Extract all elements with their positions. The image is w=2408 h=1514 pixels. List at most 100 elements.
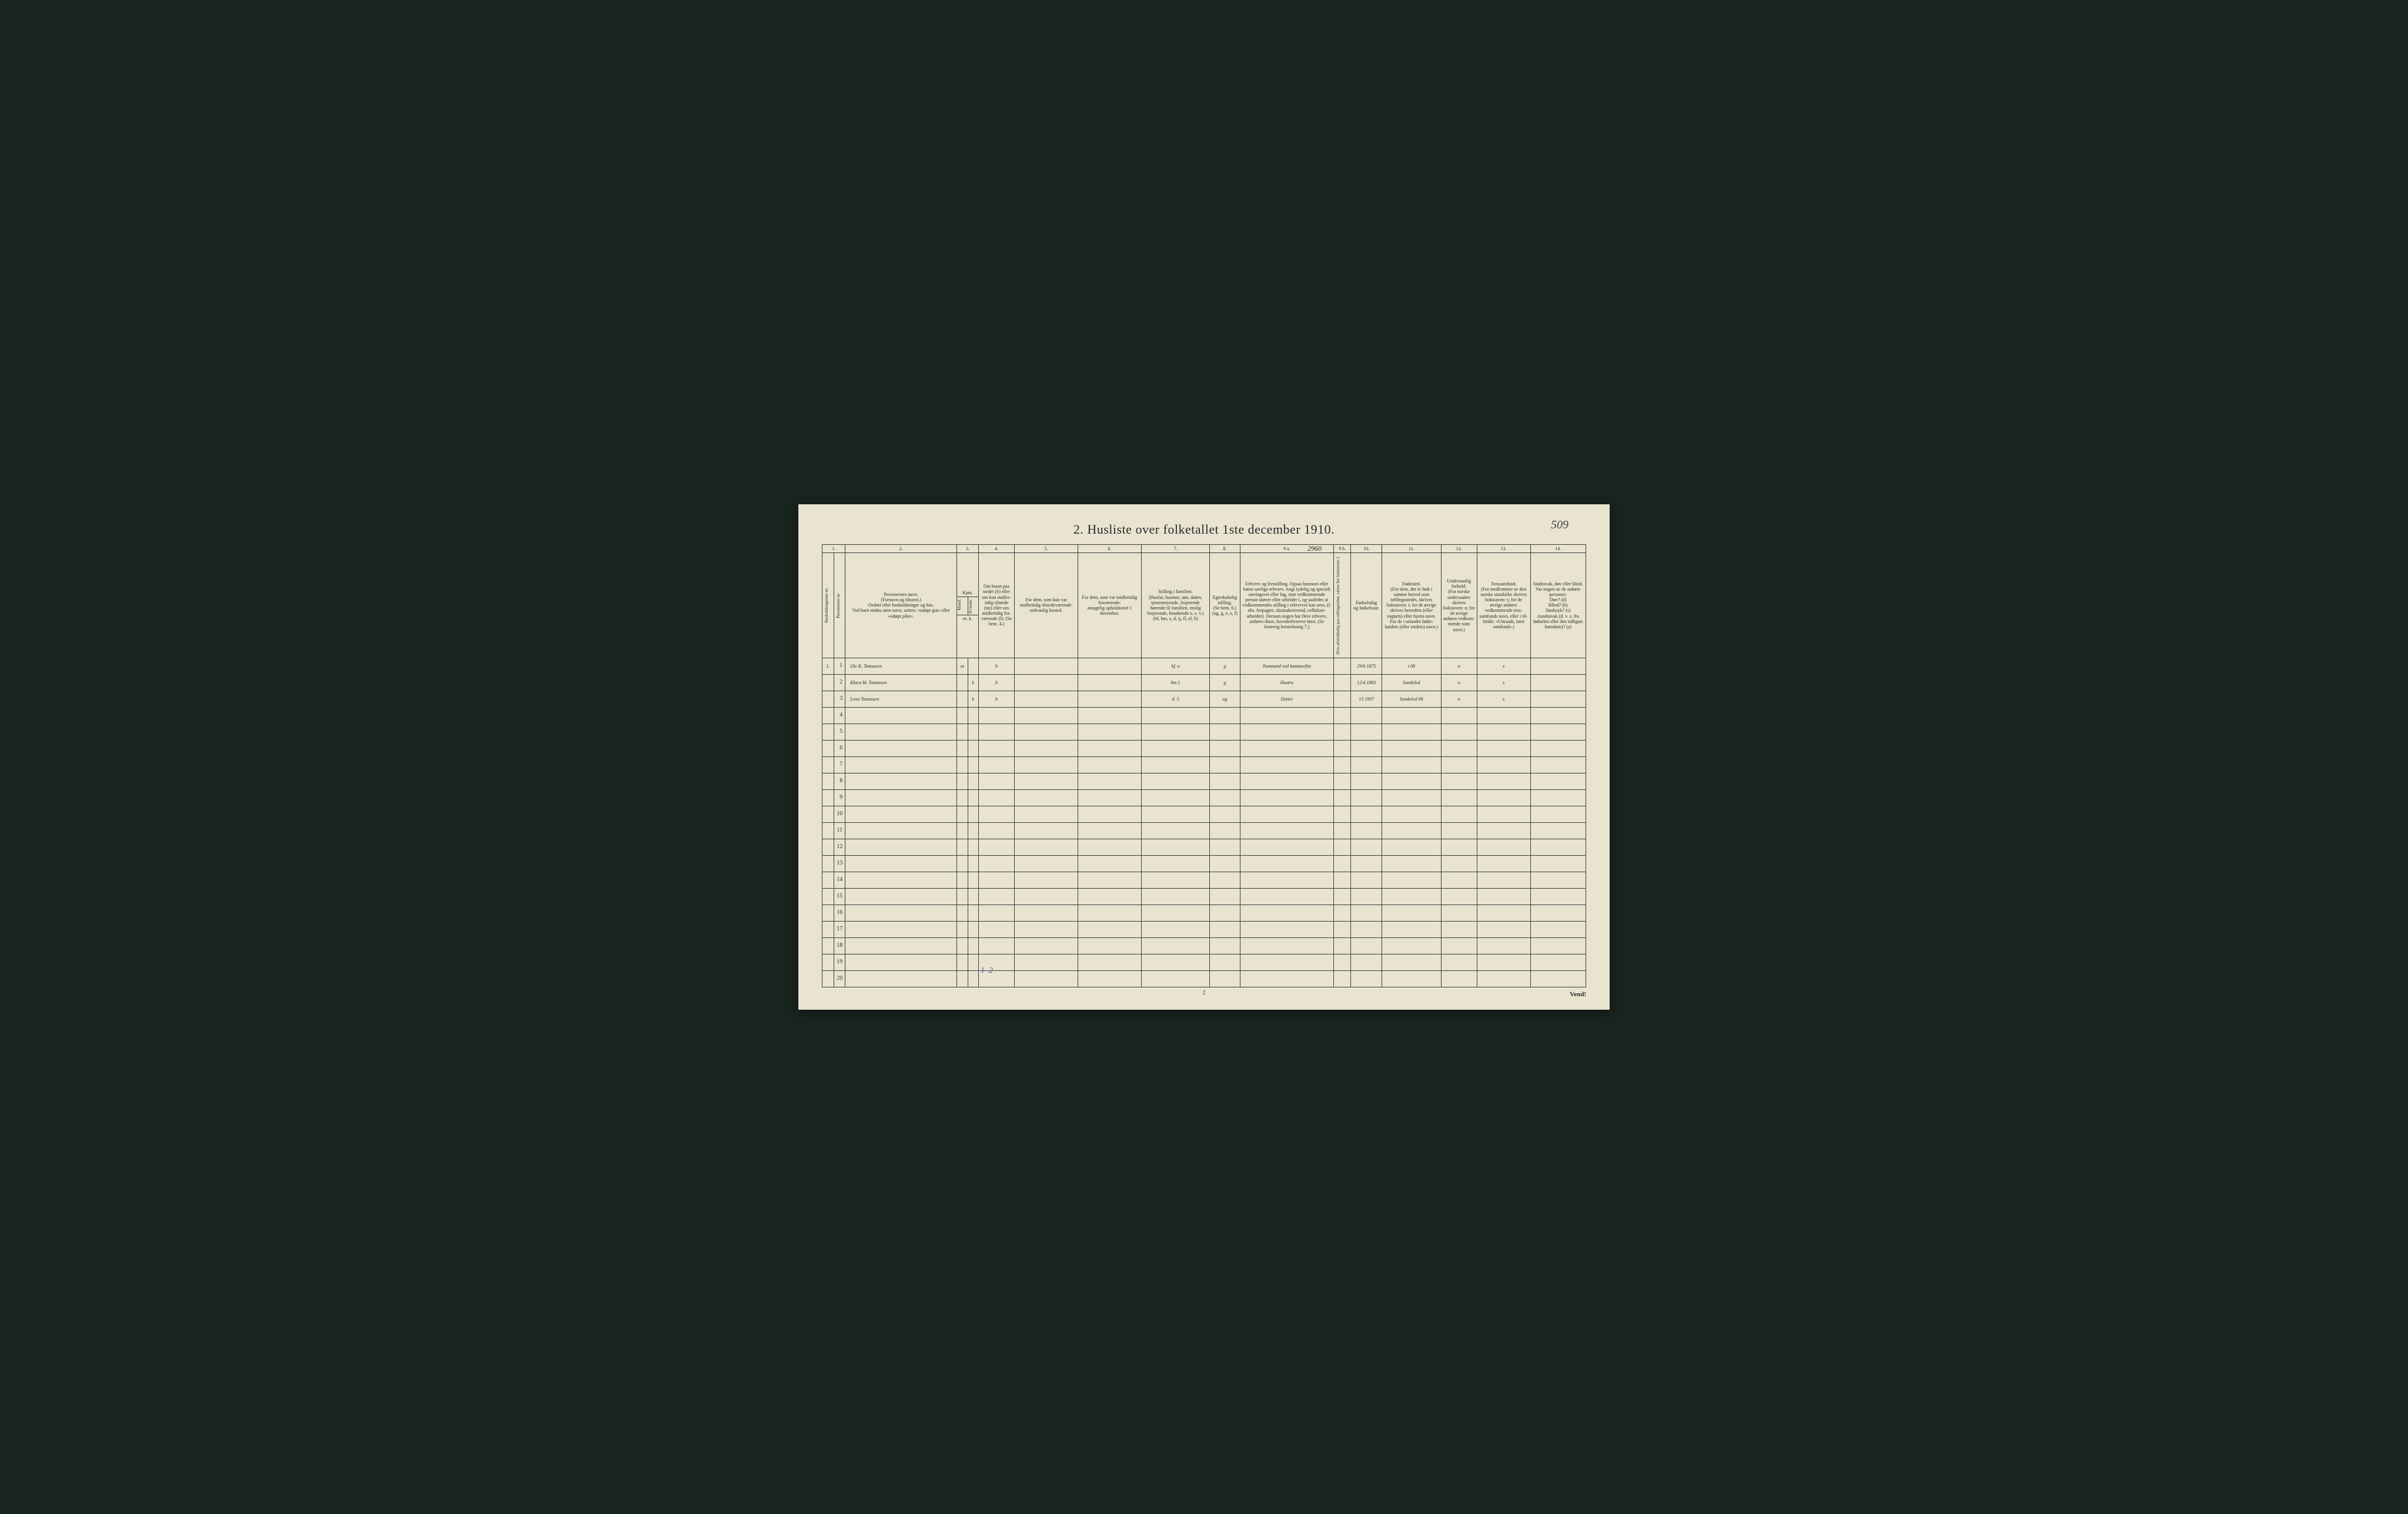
cell-subj xyxy=(1441,905,1477,921)
cell-c6 xyxy=(1078,822,1141,839)
cell-name xyxy=(845,822,957,839)
cell-occ xyxy=(1240,789,1333,806)
cell-marital xyxy=(1210,806,1240,822)
cell-subj xyxy=(1441,855,1477,872)
cell-c14 xyxy=(1530,855,1586,872)
table-row: 14 xyxy=(822,872,1586,888)
cell-fam xyxy=(1141,740,1209,756)
cell-sex_k xyxy=(968,839,978,855)
cell-faith xyxy=(1477,773,1530,789)
cell-c14 xyxy=(1530,723,1586,740)
cell-c5 xyxy=(1015,855,1078,872)
cell-birthplace xyxy=(1382,723,1441,740)
cell-hh xyxy=(822,773,834,789)
cell-birth: 12/4 1883 xyxy=(1351,674,1382,691)
cell-sex_m xyxy=(957,707,968,723)
cell-ledig xyxy=(1334,921,1351,937)
cell-c14 xyxy=(1530,872,1586,888)
table-row: 7 xyxy=(822,756,1586,773)
cell-sex_m xyxy=(957,773,968,789)
cell-fam: hf. o xyxy=(1141,658,1209,674)
cell-name xyxy=(845,806,957,822)
cell-hh xyxy=(822,839,834,855)
cell-c6 xyxy=(1078,740,1141,756)
cell-faith xyxy=(1477,937,1530,954)
cell-occ xyxy=(1240,970,1333,987)
hdr-residence-status: Om bosat paa stedet (b) eller om kun mid… xyxy=(978,553,1014,658)
cell-birthplace xyxy=(1382,756,1441,773)
footer-page-number: 2 xyxy=(822,990,1586,996)
cell-occ xyxy=(1240,773,1333,789)
cell-c14 xyxy=(1530,921,1586,937)
cell-c6 xyxy=(1078,674,1141,691)
cell-c5 xyxy=(1015,789,1078,806)
cell-pn: 8 xyxy=(834,773,845,789)
cell-fam xyxy=(1141,707,1209,723)
cell-c14 xyxy=(1530,789,1586,806)
cell-status xyxy=(978,756,1014,773)
cell-subj xyxy=(1441,740,1477,756)
cell-c5 xyxy=(1015,806,1078,822)
cell-pn: 4 xyxy=(834,707,845,723)
cell-marital xyxy=(1210,855,1240,872)
cell-marital xyxy=(1210,789,1240,806)
cell-faith xyxy=(1477,954,1530,970)
table-row: 20 xyxy=(822,970,1586,987)
cell-name xyxy=(845,888,957,905)
cell-marital xyxy=(1210,888,1240,905)
cell-pn: 20 xyxy=(834,970,845,987)
colnum-9b: 9 b. xyxy=(1334,545,1351,553)
cell-sex_m xyxy=(957,822,968,839)
cell-c14 xyxy=(1530,806,1586,822)
census-table: 1. 2. 3. 4. 5. 6. 7. 8. 9 a. 9 b. 10. 11… xyxy=(822,544,1586,987)
cell-birth xyxy=(1351,905,1382,921)
cell-fam xyxy=(1141,888,1209,905)
hdr-occupation: Erhverv og livsstilling. Ogsaa husmors e… xyxy=(1240,553,1333,658)
hdr-hh-nr: Husholdningernes nr. xyxy=(822,553,834,658)
cell-birthplace: t 08 xyxy=(1382,658,1441,674)
cell-occ xyxy=(1240,707,1333,723)
cell-c6 xyxy=(1078,954,1141,970)
cell-c14 xyxy=(1530,970,1586,987)
cell-birthplace xyxy=(1382,937,1441,954)
cell-c6 xyxy=(1078,921,1141,937)
cell-marital xyxy=(1210,740,1240,756)
handwritten-page-number: 509 xyxy=(1551,518,1568,532)
cell-hh xyxy=(822,921,834,937)
cell-c5 xyxy=(1015,707,1078,723)
cell-name xyxy=(845,707,957,723)
cell-occ xyxy=(1240,723,1333,740)
cell-fam xyxy=(1141,773,1209,789)
cell-ledig xyxy=(1334,905,1351,921)
cell-hh xyxy=(822,872,834,888)
cell-pn: 10 xyxy=(834,806,845,822)
cell-c14 xyxy=(1530,658,1586,674)
cell-c6 xyxy=(1078,723,1141,740)
cell-hh xyxy=(822,855,834,872)
table-row: 2Klara M. Tomassenkbhm 1gHustru12/4 1883… xyxy=(822,674,1586,691)
cell-name xyxy=(845,723,957,740)
cell-c6 xyxy=(1078,905,1141,921)
cell-hh xyxy=(822,954,834,970)
hdr-faith: Trossamfund. (For medlemmer av den norsk… xyxy=(1477,553,1530,658)
cell-birth xyxy=(1351,822,1382,839)
cell-ledig xyxy=(1334,937,1351,954)
cell-c6 xyxy=(1078,773,1141,789)
cell-sex_k: k xyxy=(968,674,978,691)
cell-ledig xyxy=(1334,806,1351,822)
cell-sex_k xyxy=(968,921,978,937)
cell-hh xyxy=(822,674,834,691)
cell-sex_m xyxy=(957,888,968,905)
cell-marital xyxy=(1210,822,1240,839)
cell-status xyxy=(978,855,1014,872)
cell-c14 xyxy=(1530,756,1586,773)
cell-occ xyxy=(1240,855,1333,872)
cell-c5 xyxy=(1015,674,1078,691)
colnum-3: 3. xyxy=(957,545,979,553)
cell-ledig xyxy=(1334,707,1351,723)
cell-occ xyxy=(1240,872,1333,888)
cell-c5 xyxy=(1015,723,1078,740)
cell-pn: 1 xyxy=(834,658,845,674)
cell-faith xyxy=(1477,872,1530,888)
cell-c5 xyxy=(1015,888,1078,905)
